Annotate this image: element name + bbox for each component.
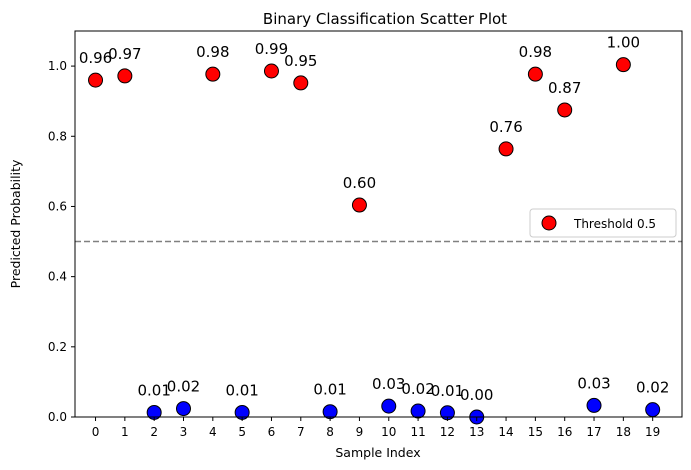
point-label-17: 0.03 xyxy=(577,374,610,392)
data-point-11 xyxy=(410,403,426,419)
data-point-1 xyxy=(117,68,133,84)
x-tick-label-4: 4 xyxy=(209,425,217,439)
y-tick-label-3: 0.6 xyxy=(48,199,67,213)
legend-marker xyxy=(541,215,557,231)
point-label-5: 0.01 xyxy=(225,381,258,399)
point-label-12: 0.01 xyxy=(431,382,464,400)
y-tick-label-5: 1.0 xyxy=(48,59,67,73)
data-point-0 xyxy=(88,72,104,88)
x-tick-label-5: 5 xyxy=(238,425,246,439)
legend-label-threshold: Threshold 0.5 xyxy=(573,217,656,231)
x-tick-label-9: 9 xyxy=(356,425,364,439)
data-point-9 xyxy=(351,197,367,213)
x-tick-label-2: 2 xyxy=(150,425,158,439)
y-axis: 0.0 0.2 0.4 0.6 0.8 1.0 xyxy=(48,59,75,424)
x-tick-label-6: 6 xyxy=(268,425,276,439)
x-axis: 0 1 2 3 4 5 6 7 8 9 10 11 12 13 14 15 16 17 18 19 xyxy=(92,417,660,439)
point-label-4: 0.98 xyxy=(196,43,229,61)
data-point-14 xyxy=(498,141,514,157)
point-label-10: 0.03 xyxy=(372,375,405,393)
y-axis-label: Predicted Probability xyxy=(8,159,23,288)
y-tick-label-2: 0.4 xyxy=(48,270,67,284)
point-label-3: 0.02 xyxy=(167,378,200,396)
data-point-15 xyxy=(527,66,543,82)
axes-frame xyxy=(74,30,683,418)
x-tick-label-1: 1 xyxy=(121,425,129,439)
data-point-19 xyxy=(645,402,661,418)
x-tick-label-17: 17 xyxy=(586,425,601,439)
point-label-16: 0.87 xyxy=(548,79,581,97)
data-point-18 xyxy=(615,57,631,73)
x-tick-label-12: 12 xyxy=(440,425,455,439)
legend: Threshold 0.5 xyxy=(529,208,677,238)
x-tick-label-13: 13 xyxy=(469,425,484,439)
point-label-14: 0.76 xyxy=(489,118,522,136)
chart-title: Binary Classification Scatter Plot xyxy=(263,10,507,28)
legend-box xyxy=(529,208,677,238)
point-label-19: 0.02 xyxy=(636,379,669,397)
x-tick-label-16: 16 xyxy=(557,425,572,439)
point-label-1: 0.97 xyxy=(108,45,141,63)
y-tick-label-0: 0.0 xyxy=(48,410,67,424)
x-tick-label-15: 15 xyxy=(528,425,543,439)
data-point-3 xyxy=(175,401,191,417)
y-tick-label-4: 0.8 xyxy=(48,129,67,143)
x-tick-label-11: 11 xyxy=(410,425,425,439)
point-label-18: 1.00 xyxy=(607,34,640,52)
data-point-16 xyxy=(557,102,573,118)
data-point-10 xyxy=(381,398,397,414)
point-label-8: 0.01 xyxy=(313,381,346,399)
point-label-9: 0.60 xyxy=(343,174,376,192)
point-label-15: 0.98 xyxy=(519,43,552,61)
y-tick-label-1: 0.2 xyxy=(48,340,67,354)
x-tick-label-3: 3 xyxy=(180,425,188,439)
data-point-7 xyxy=(293,75,309,91)
point-label-7: 0.95 xyxy=(284,52,317,70)
x-tick-label-19: 19 xyxy=(645,425,660,439)
x-tick-label-18: 18 xyxy=(616,425,631,439)
point-label-13: 0.00 xyxy=(460,386,493,404)
data-point-6 xyxy=(263,63,279,79)
point-label-2: 0.01 xyxy=(137,381,170,399)
plot-area: 0.960.970.010.020.980.010.990.950.010.60… xyxy=(75,34,682,425)
x-tick-label-7: 7 xyxy=(297,425,305,439)
point-label-0: 0.96 xyxy=(79,49,112,67)
x-axis-label: Sample Index xyxy=(335,445,420,460)
point-label-6: 0.99 xyxy=(255,40,288,58)
data-point-4 xyxy=(205,66,221,82)
x-tick-label-0: 0 xyxy=(92,425,100,439)
point-label-11: 0.02 xyxy=(401,380,434,398)
x-tick-label-14: 14 xyxy=(498,425,513,439)
data-point-17 xyxy=(586,397,602,413)
x-tick-label-8: 8 xyxy=(326,425,334,439)
x-tick-label-10: 10 xyxy=(381,425,396,439)
